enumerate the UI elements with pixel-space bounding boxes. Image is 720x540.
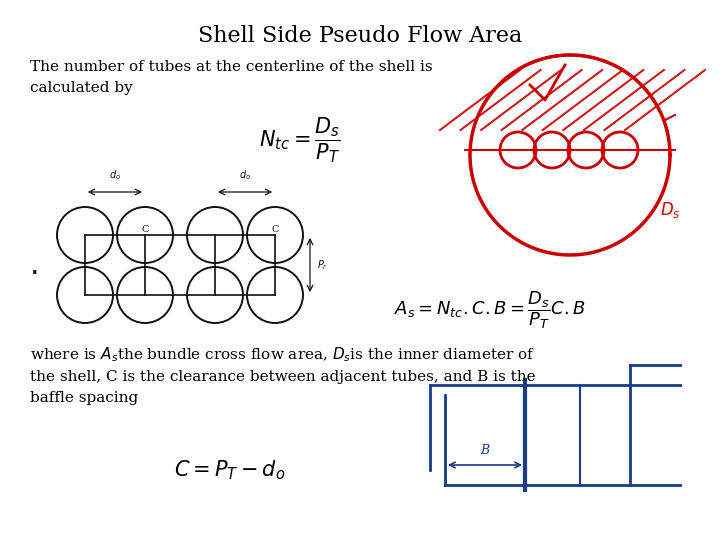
Text: $P_r$: $P_r$ xyxy=(317,258,328,272)
Text: Shell Side Pseudo Flow Area: Shell Side Pseudo Flow Area xyxy=(198,25,522,47)
Text: The number of tubes at the centerline of the shell is
calculated by: The number of tubes at the centerline of… xyxy=(30,60,433,94)
Text: $d_o$: $d_o$ xyxy=(239,168,251,182)
Text: .: . xyxy=(30,251,40,280)
Text: C: C xyxy=(141,226,149,234)
Text: $C = P_T - d_o$: $C = P_T - d_o$ xyxy=(174,458,286,482)
Text: B: B xyxy=(480,444,490,457)
Text: $A_s = N_{tc}.C.B = \dfrac{D_s}{P_T}C.B$: $A_s = N_{tc}.C.B = \dfrac{D_s}{P_T}C.B$ xyxy=(394,289,586,331)
Text: C: C xyxy=(271,226,279,234)
Text: where is $A_s$the bundle cross flow area, $D_s$is the inner diameter of
the shel: where is $A_s$the bundle cross flow area… xyxy=(30,345,536,405)
Text: $N_{tc} = \dfrac{D_s}{P_T}$: $N_{tc} = \dfrac{D_s}{P_T}$ xyxy=(259,115,341,165)
Text: $d_o$: $d_o$ xyxy=(109,168,121,182)
Text: $D_s$: $D_s$ xyxy=(660,200,680,220)
